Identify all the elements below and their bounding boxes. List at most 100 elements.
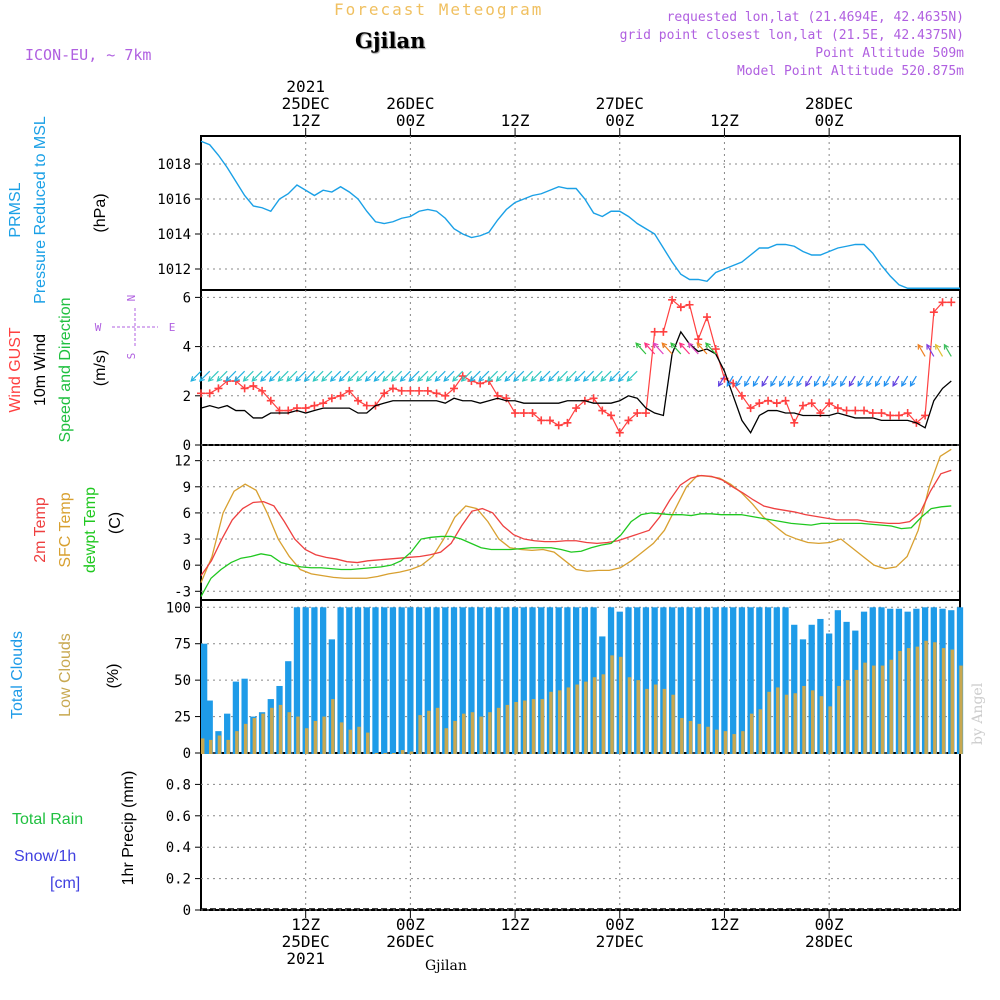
low-cloud-bar — [235, 731, 239, 754]
wind-direction-arrow — [260, 370, 272, 382]
gust-marker — [563, 418, 572, 427]
low-cloud-bar — [549, 691, 553, 754]
low-cloud-bar — [898, 651, 902, 754]
bottom-time-label: 00Z — [605, 915, 634, 934]
wind-direction-arrow — [618, 370, 629, 382]
low-cloud-bar — [793, 693, 797, 754]
y-tick-label: 4 — [183, 340, 191, 356]
low-cloud-bar — [322, 716, 326, 754]
wind-direction-arrow — [286, 370, 298, 382]
wind-arrow-head — [286, 376, 293, 382]
low-cloud-bar — [732, 734, 736, 754]
top-time-label: 00Z — [396, 111, 425, 130]
gust-marker — [711, 345, 720, 354]
wind-arrow-head — [840, 380, 846, 387]
wind-arrow-head — [530, 376, 537, 382]
low-cloud-bar — [872, 665, 876, 754]
credit-watermark: by Angel — [970, 682, 986, 745]
wind-direction-arrow — [400, 370, 411, 382]
low-cloud-bar — [845, 680, 850, 754]
wind-direction-arrow — [225, 370, 237, 382]
wind-direction-arrow — [278, 370, 289, 382]
gust-marker — [354, 396, 363, 405]
y-tick-label: 1016 — [157, 192, 191, 208]
total-cloud-bar — [738, 607, 746, 754]
total-cloud-bar — [651, 607, 658, 754]
total-cloud-bar — [468, 607, 475, 754]
total-cloud-bar — [450, 607, 458, 754]
wind-direction-arrow — [382, 370, 394, 382]
gust-marker — [249, 381, 258, 390]
wind-direction-arrow — [752, 375, 760, 387]
low-cloud-bar — [296, 716, 300, 754]
low-cloud-bar — [208, 739, 213, 754]
wind-direction-arrow — [339, 370, 350, 382]
y-tick-label: 6 — [183, 290, 191, 306]
low-cloud-bar — [810, 690, 815, 754]
total-cloud-bar — [538, 607, 545, 754]
gust-marker — [755, 399, 764, 408]
wind-direction-arrow — [848, 375, 856, 387]
wind-direction-arrow — [251, 370, 263, 382]
y-tick-label: -3 — [174, 584, 191, 600]
gust-marker — [397, 386, 406, 395]
wind-direction-arrow — [875, 375, 882, 387]
wind-arrow-head — [582, 376, 589, 382]
total-cloud-bar — [337, 607, 344, 754]
gust-marker — [432, 389, 441, 398]
low-cloud-bar — [906, 648, 911, 754]
total-cloud-bar — [695, 607, 702, 754]
wind-dir-label: Speed and Direction — [57, 298, 74, 443]
panel-frame — [200, 444, 961, 601]
low-cloud-bar — [592, 677, 597, 754]
wind-direction-arrow — [426, 370, 437, 382]
low-cloud-bar — [837, 685, 841, 754]
wind10-line — [200, 330, 952, 434]
wind-arrow-head — [565, 376, 572, 382]
gust-marker — [388, 384, 397, 393]
wind-direction-arrow — [943, 344, 952, 357]
low-cloud-bar — [863, 662, 867, 754]
wind-arrow-head — [425, 376, 432, 382]
y-tick-label: 9 — [183, 480, 191, 496]
gust-marker — [362, 401, 371, 410]
total-cloud-bar — [555, 607, 562, 754]
total-cloud-bar — [201, 643, 208, 754]
low-cloud-bar — [339, 722, 344, 754]
y-tick-label: 6 — [183, 506, 191, 522]
wind-direction-arrow — [840, 375, 848, 387]
top-time-label: 12Z — [291, 111, 320, 130]
gust-marker — [947, 298, 956, 307]
prmsl-desc-label: Pressure Reduced to MSL — [32, 116, 49, 304]
wind-arrow-head — [822, 380, 828, 387]
wind-arrow-head — [495, 376, 502, 382]
low-cloud-bar — [400, 750, 405, 754]
wind-direction-arrow — [496, 370, 507, 382]
gust-marker — [519, 409, 528, 418]
total-cloud-bar — [782, 607, 789, 754]
wind-arrow-head — [539, 376, 546, 382]
panel-frame — [200, 135, 961, 291]
total-cloud-bar — [660, 607, 667, 754]
gust-marker — [572, 404, 581, 413]
gust-marker — [319, 399, 328, 408]
grid-point-coords: grid point closest lon,lat (21.5E, 42.43… — [619, 28, 964, 43]
total-cloud-bar — [224, 713, 231, 754]
wind-direction-arrow — [234, 370, 246, 382]
wind-direction-arrow — [761, 375, 769, 387]
wind-arrow-head — [635, 342, 642, 349]
wind-direction-arrow — [822, 375, 830, 387]
bottom-time-label: 28DEC — [805, 932, 853, 951]
wind-direction-arrow — [417, 370, 429, 382]
wind-direction-arrow — [583, 370, 595, 382]
wind-arrow-head — [225, 376, 232, 382]
gust-marker — [746, 404, 755, 413]
total-cloud-bar — [686, 607, 693, 754]
dew-label: dewpt Temp — [82, 487, 99, 573]
wind-arrow-head — [199, 376, 205, 382]
wind-arrow-head — [521, 376, 528, 382]
wind-arrow-head — [312, 376, 319, 382]
bottom-time-label: 25DEC — [282, 932, 330, 951]
top-time-label: 00Z — [605, 111, 634, 130]
